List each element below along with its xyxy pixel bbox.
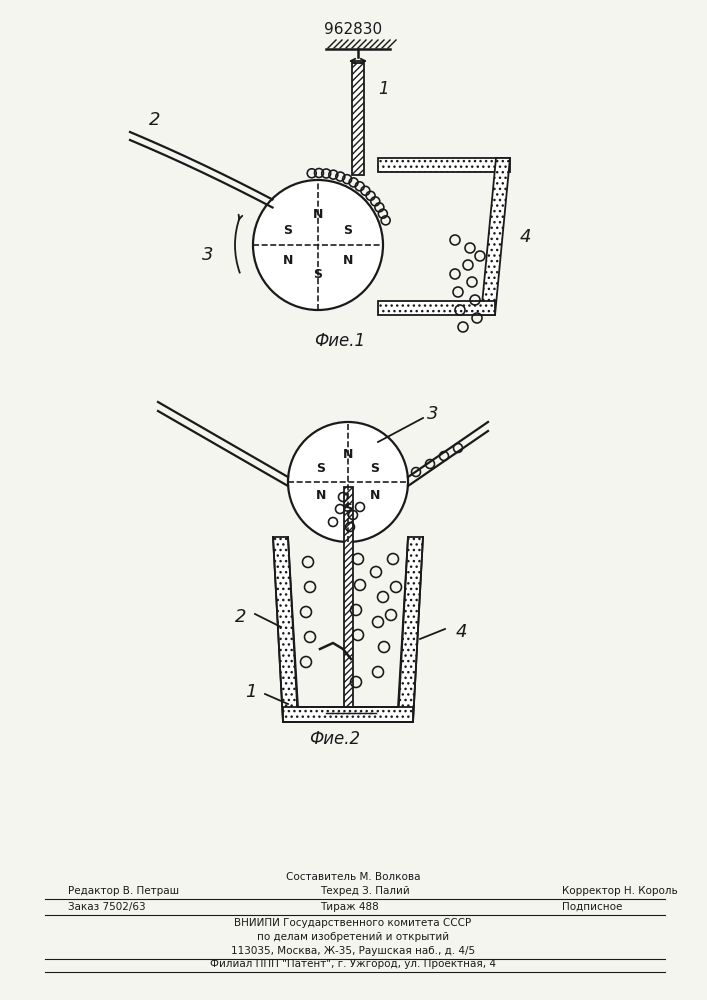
Text: 3: 3 <box>427 405 439 423</box>
Text: Корректор Н. Король: Корректор Н. Король <box>562 886 678 896</box>
Text: N: N <box>370 489 380 502</box>
Text: Техред З. Палий: Техред З. Палий <box>320 886 410 896</box>
Text: Фие.2: Фие.2 <box>310 730 361 748</box>
Text: Подписное: Подписное <box>562 902 622 912</box>
Text: N: N <box>316 489 326 502</box>
Text: 113035, Москва, Ж-35, Раушская наб., д. 4/5: 113035, Москва, Ж-35, Раушская наб., д. … <box>231 946 475 956</box>
Text: 4: 4 <box>455 623 467 641</box>
Text: 3: 3 <box>202 246 214 264</box>
Text: Тираж 488: Тираж 488 <box>320 902 379 912</box>
Text: N: N <box>343 448 354 462</box>
Text: Заказ 7502/63: Заказ 7502/63 <box>68 902 146 912</box>
Polygon shape <box>378 158 510 172</box>
Text: Филиал ППП "Патент", г. Ужгород, ул. Проектная, 4: Филиал ППП "Патент", г. Ужгород, ул. Про… <box>210 959 496 969</box>
Text: 1: 1 <box>378 80 389 98</box>
Text: 2: 2 <box>235 608 247 626</box>
Polygon shape <box>352 63 364 175</box>
Text: N: N <box>343 253 354 266</box>
Text: S: S <box>344 224 353 236</box>
Polygon shape <box>283 707 413 722</box>
Text: S: S <box>344 502 353 516</box>
Circle shape <box>288 422 408 542</box>
Polygon shape <box>398 537 423 722</box>
Text: S: S <box>370 462 380 475</box>
Polygon shape <box>344 487 353 707</box>
Polygon shape <box>481 158 510 315</box>
Circle shape <box>253 180 383 310</box>
Text: 4: 4 <box>519 228 531 245</box>
Text: ВНИИПИ Государственного комитета СССР: ВНИИПИ Государственного комитета СССР <box>235 918 472 928</box>
Text: 1: 1 <box>245 683 257 701</box>
Polygon shape <box>273 537 298 722</box>
Text: S: S <box>284 224 293 236</box>
Text: Составитель М. Волкова: Составитель М. Волкова <box>286 872 420 882</box>
Text: N: N <box>312 209 323 222</box>
Text: Фие.1: Фие.1 <box>315 332 366 350</box>
Text: 962830: 962830 <box>324 22 382 37</box>
Text: по делам изобретений и открытий: по делам изобретений и открытий <box>257 932 449 942</box>
Text: S: S <box>317 462 325 475</box>
Polygon shape <box>378 301 495 315</box>
Text: N: N <box>283 253 293 266</box>
Text: Редактор В. Петраш: Редактор В. Петраш <box>68 886 179 896</box>
Text: S: S <box>313 268 322 282</box>
Text: 2: 2 <box>149 111 160 129</box>
